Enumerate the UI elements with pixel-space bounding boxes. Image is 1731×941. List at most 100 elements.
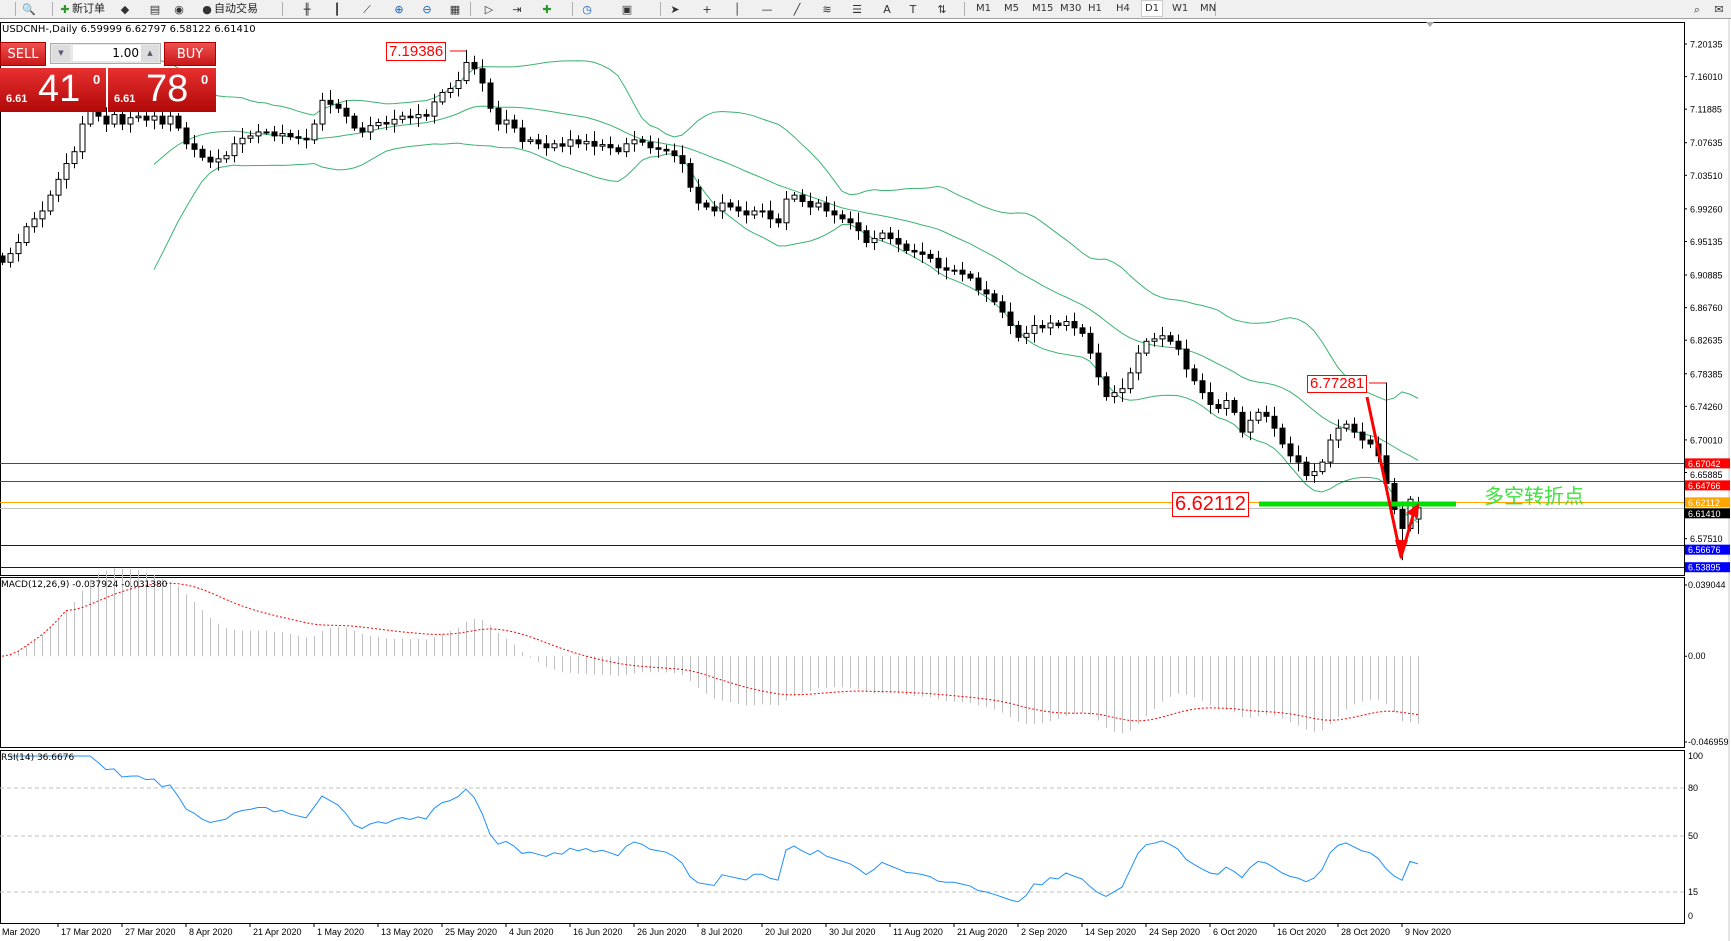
candle: [359, 121, 366, 138]
sell-button[interactable]: SELL: [0, 42, 46, 66]
buy-button[interactable]: BUY: [164, 42, 216, 66]
bear-candle-body: [327, 99, 334, 105]
search-icon[interactable]: ⌕: [1690, 1, 1704, 16]
candle: [567, 130, 574, 155]
bear-candle-body: [1279, 427, 1286, 445]
bollinger-upper-band: [153, 58, 1419, 401]
bear-candle-body: [999, 301, 1006, 313]
timeframe-m15[interactable]: M15: [1032, 3, 1054, 14]
panel-frame: [0, 22, 1685, 576]
templates-icon[interactable]: ▣: [620, 1, 634, 16]
price-tick-label: 7.03510: [1690, 171, 1723, 181]
candle: [7, 247, 14, 268]
indicators-icon[interactable]: ✚: [540, 1, 554, 16]
bear-candle-body: [767, 210, 774, 220]
candle: [1343, 420, 1350, 432]
timeframe-h1[interactable]: H1: [1088, 3, 1102, 14]
bear-candle-body: [823, 202, 830, 212]
zoom-window-icon[interactable]: 🔍: [22, 1, 36, 16]
candle: [751, 206, 758, 220]
horizontal-line-icon[interactable]: —: [760, 1, 774, 16]
bear-candle-body: [559, 143, 566, 147]
lot-size-input[interactable]: [73, 45, 141, 61]
candle: [351, 112, 358, 131]
bear-candle-body: [343, 107, 350, 117]
candle: [63, 153, 70, 189]
crosshair-icon[interactable]: +: [700, 1, 714, 16]
candle: [631, 131, 638, 152]
text-icon[interactable]: A: [880, 1, 894, 16]
timeframe-w1[interactable]: W1: [1172, 3, 1189, 14]
candle: [1111, 385, 1118, 404]
candle: [1215, 399, 1222, 414]
zoom-in-icon[interactable]: ⊕: [392, 1, 406, 16]
bull-candle-body: [791, 194, 798, 200]
candle: [903, 240, 910, 254]
timeframe-m30[interactable]: M30: [1060, 3, 1082, 14]
chart-shift-icon[interactable]: ⇥: [510, 1, 524, 16]
trendline-icon[interactable]: ╱: [790, 1, 804, 16]
bear-candle-body: [1231, 400, 1238, 413]
candle: [847, 211, 854, 230]
price-level-tag-label: 6.62112: [1688, 498, 1720, 508]
bull-candle-body: [127, 117, 134, 125]
timeframe-mn[interactable]: MN: [1200, 3, 1217, 14]
bear-candle-body: [1391, 482, 1398, 511]
arrows-icon[interactable]: ⇅: [935, 1, 949, 16]
fibonacci-icon[interactable]: ≋: [820, 1, 834, 16]
sell-price[interactable]: 6.61 41 0: [0, 68, 106, 112]
bear-candle-body: [1103, 376, 1110, 398]
market-watch-icon-glyph: ◆: [120, 2, 130, 16]
vertical-line-icon[interactable]: │: [730, 1, 744, 16]
sell-price-prefix: 6.61: [6, 93, 28, 105]
candle: [79, 115, 86, 160]
candle: [175, 112, 182, 131]
auto-scroll-icon[interactable]: ▷: [482, 1, 496, 16]
text-label-icon[interactable]: T: [906, 1, 920, 16]
chat-icon[interactable]: ✉: [1712, 1, 1726, 16]
bar-chart-icon[interactable]: ╫: [300, 1, 314, 16]
buy-price[interactable]: 6.61 78 0: [108, 68, 216, 112]
tile-windows-icon[interactable]: ▦: [448, 1, 462, 16]
channel-icon[interactable]: ☰: [850, 1, 864, 16]
bear-candle-body: [671, 150, 678, 157]
periods-icon[interactable]: ◷: [580, 1, 594, 16]
candle: [447, 82, 454, 98]
timeframe-m5[interactable]: M5: [1004, 3, 1019, 14]
candlestick-icon[interactable]: ┃: [330, 1, 344, 16]
candle: [271, 125, 278, 142]
bear-candle-body: [1007, 311, 1014, 326]
new-order-icon[interactable]: ✚ 新订单: [58, 1, 105, 16]
terminal-icon[interactable]: ▤: [148, 1, 162, 16]
bull-candle-body: [1143, 340, 1150, 354]
bear-candle-body: [1039, 324, 1046, 329]
price-level-tag: [1685, 562, 1730, 573]
candle: [159, 110, 166, 129]
auto-trading-icon[interactable]: ● 自动交易: [200, 1, 258, 16]
cursor-icon[interactable]: ➤: [668, 1, 682, 16]
bear-candle-body: [839, 214, 846, 220]
bull-candle-body: [1023, 332, 1030, 338]
lot-increase-button[interactable]: ▲: [141, 45, 159, 62]
timeframe-m1[interactable]: M1: [976, 3, 991, 14]
line-chart-icon[interactable]: ⟋: [360, 1, 374, 16]
auto-trading-icon-glyph: ●: [202, 2, 212, 16]
bear-candle-body: [1367, 439, 1374, 445]
market-watch-icon[interactable]: ◆: [118, 1, 132, 16]
timeframe-h4[interactable]: H4: [1116, 3, 1130, 14]
candle: [1063, 315, 1070, 331]
timeframe-d1[interactable]: D1: [1141, 0, 1164, 17]
candle: [1255, 408, 1262, 424]
candle: [575, 135, 582, 148]
trendline-icon-glyph: ╱: [793, 2, 801, 16]
bear-candle-body: [943, 267, 950, 271]
zoom-out-icon[interactable]: ⊖: [420, 1, 434, 16]
bull-candle-body: [1127, 372, 1134, 390]
bollinger-lower-band: [153, 142, 1419, 523]
signal-icon[interactable]: ◉: [172, 1, 186, 16]
bear-candle-body: [799, 194, 806, 202]
candle: [1311, 463, 1318, 483]
lot-decrease-button[interactable]: ▼: [52, 45, 70, 62]
price-level-tag-label: 6.64766: [1688, 481, 1721, 491]
candle: [375, 118, 382, 130]
